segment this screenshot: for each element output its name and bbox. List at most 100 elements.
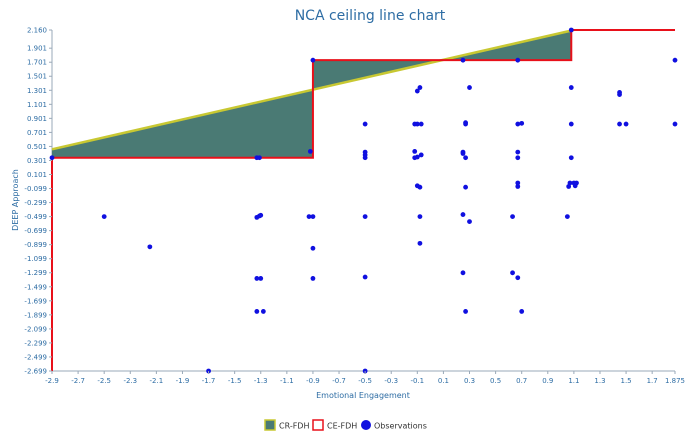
x-axis-label: Emotional Engagement xyxy=(316,391,410,400)
observation-point xyxy=(254,276,260,281)
observation-point xyxy=(257,155,262,161)
observation-point xyxy=(460,270,466,276)
observation-point xyxy=(362,214,368,220)
x-tick-label: 1.3 xyxy=(594,377,605,385)
y-tick-label: 1.301 xyxy=(27,87,47,95)
y-tick-label: -0.699 xyxy=(24,227,47,235)
observation-point xyxy=(417,184,423,190)
observation-point xyxy=(566,184,572,189)
observation-point xyxy=(310,214,316,220)
y-tick-label: -0.099 xyxy=(24,185,47,193)
observation-point xyxy=(519,309,525,314)
y-tick-label: 1.501 xyxy=(27,73,47,81)
y-tick-label: 0.101 xyxy=(27,171,47,179)
x-tick-label: 1.7 xyxy=(647,377,658,385)
observation-point xyxy=(414,88,420,94)
observation-point xyxy=(418,121,424,127)
x-tick-label: 1.875 xyxy=(665,377,685,385)
observation-point xyxy=(362,121,368,127)
observation-point xyxy=(254,309,260,314)
observation-point xyxy=(510,214,515,220)
observation-point xyxy=(572,183,578,189)
x-tick-label: -2.7 xyxy=(71,377,85,385)
y-tick-label: -1.499 xyxy=(24,283,47,291)
observation-point xyxy=(310,276,316,281)
observation-point xyxy=(515,184,521,189)
observation-point xyxy=(510,270,515,276)
observation-point xyxy=(672,57,678,63)
y-tick-label: -2.299 xyxy=(24,339,47,347)
x-tick-label: -1.7 xyxy=(202,377,216,385)
y-tick-label: -2.699 xyxy=(24,368,47,376)
x-tick-label: -0.1 xyxy=(410,377,424,385)
observation-point xyxy=(568,121,574,127)
observation-point xyxy=(463,309,468,314)
y-axis-label: DEEP Approach xyxy=(11,169,20,231)
observation-point xyxy=(310,57,316,63)
x-tick-label: 0.5 xyxy=(490,377,501,385)
observation-point xyxy=(515,155,521,161)
x-tick-label: 1.1 xyxy=(568,377,579,385)
y-tick-label: 2.160 xyxy=(27,27,47,35)
x-tick-label: -1.1 xyxy=(280,377,294,385)
observation-point xyxy=(306,214,312,220)
observation-point xyxy=(568,155,574,161)
observation-point xyxy=(515,57,521,63)
y-tick-label: 0.501 xyxy=(27,143,47,151)
legend-ce-fdh-label: CE-FDH xyxy=(327,422,357,431)
observation-point xyxy=(617,121,622,127)
legend-observations-label: Observations xyxy=(374,422,427,431)
x-tick-label: -1.9 xyxy=(176,377,190,385)
observation-point xyxy=(568,85,574,90)
y-tick-label: 1.901 xyxy=(27,45,47,53)
x-tick-label: 1.5 xyxy=(621,377,632,385)
y-tick-label: -1.699 xyxy=(24,297,47,305)
observations-layer xyxy=(49,27,678,374)
observation-point xyxy=(463,121,468,127)
observation-point xyxy=(412,149,418,154)
observation-point xyxy=(460,151,466,156)
observation-point xyxy=(623,121,629,127)
observation-point xyxy=(519,120,525,126)
observation-point xyxy=(515,149,521,155)
ce-fdh-step-line xyxy=(51,29,675,371)
observation-point xyxy=(49,155,55,161)
chart-title: NCA ceiling line chart xyxy=(295,8,446,24)
observation-point xyxy=(258,276,264,281)
y-tick-label: -2.499 xyxy=(24,353,47,361)
x-tick-label: -0.7 xyxy=(332,377,346,385)
observation-point xyxy=(417,214,423,220)
observation-point xyxy=(147,244,153,250)
observation-point xyxy=(310,245,316,251)
observation-point xyxy=(418,152,424,158)
y-tick-label: -0.299 xyxy=(24,199,47,207)
legend-cr-fdh-label: CR-FDH xyxy=(279,422,309,431)
observation-point xyxy=(362,155,368,161)
ceiling-lines xyxy=(51,28,675,371)
y-axis-ticks: 2.160 1.901 1.701 1.501 1.301 1.101 0.901 0.701… xyxy=(24,27,52,376)
legend-observations-marker xyxy=(361,420,371,430)
x-tick-label: -1.3 xyxy=(254,377,268,385)
legend-cr-fdh-swatch xyxy=(264,419,276,431)
observation-point xyxy=(515,180,521,186)
observation-point xyxy=(515,275,521,281)
x-tick-label: 0.3 xyxy=(464,377,475,385)
observation-point xyxy=(568,27,574,33)
observation-point xyxy=(463,184,468,190)
y-tick-label: 0.301 xyxy=(27,157,47,165)
x-tick-label: -2.9 xyxy=(45,377,59,385)
y-tick-label: 1.101 xyxy=(27,101,47,109)
x-axis-ticks: -2.9 -2.7 -2.5 -2.3 -2.1 -1.9 -1.7 -1.5 -1.3 -1.1… xyxy=(45,371,685,385)
observation-point xyxy=(414,154,420,160)
y-tick-label: -1.099 xyxy=(24,255,47,263)
observation-point xyxy=(467,219,472,224)
y-tick-label: -2.099 xyxy=(24,325,47,333)
x-tick-label: 0.9 xyxy=(542,377,553,385)
y-tick-label: 1.701 xyxy=(27,59,47,67)
observation-point xyxy=(260,309,266,314)
y-tick-label: -1.899 xyxy=(24,311,47,319)
y-tick-label: -0.499 xyxy=(24,213,47,221)
x-tick-label: 0.1 xyxy=(438,377,449,385)
